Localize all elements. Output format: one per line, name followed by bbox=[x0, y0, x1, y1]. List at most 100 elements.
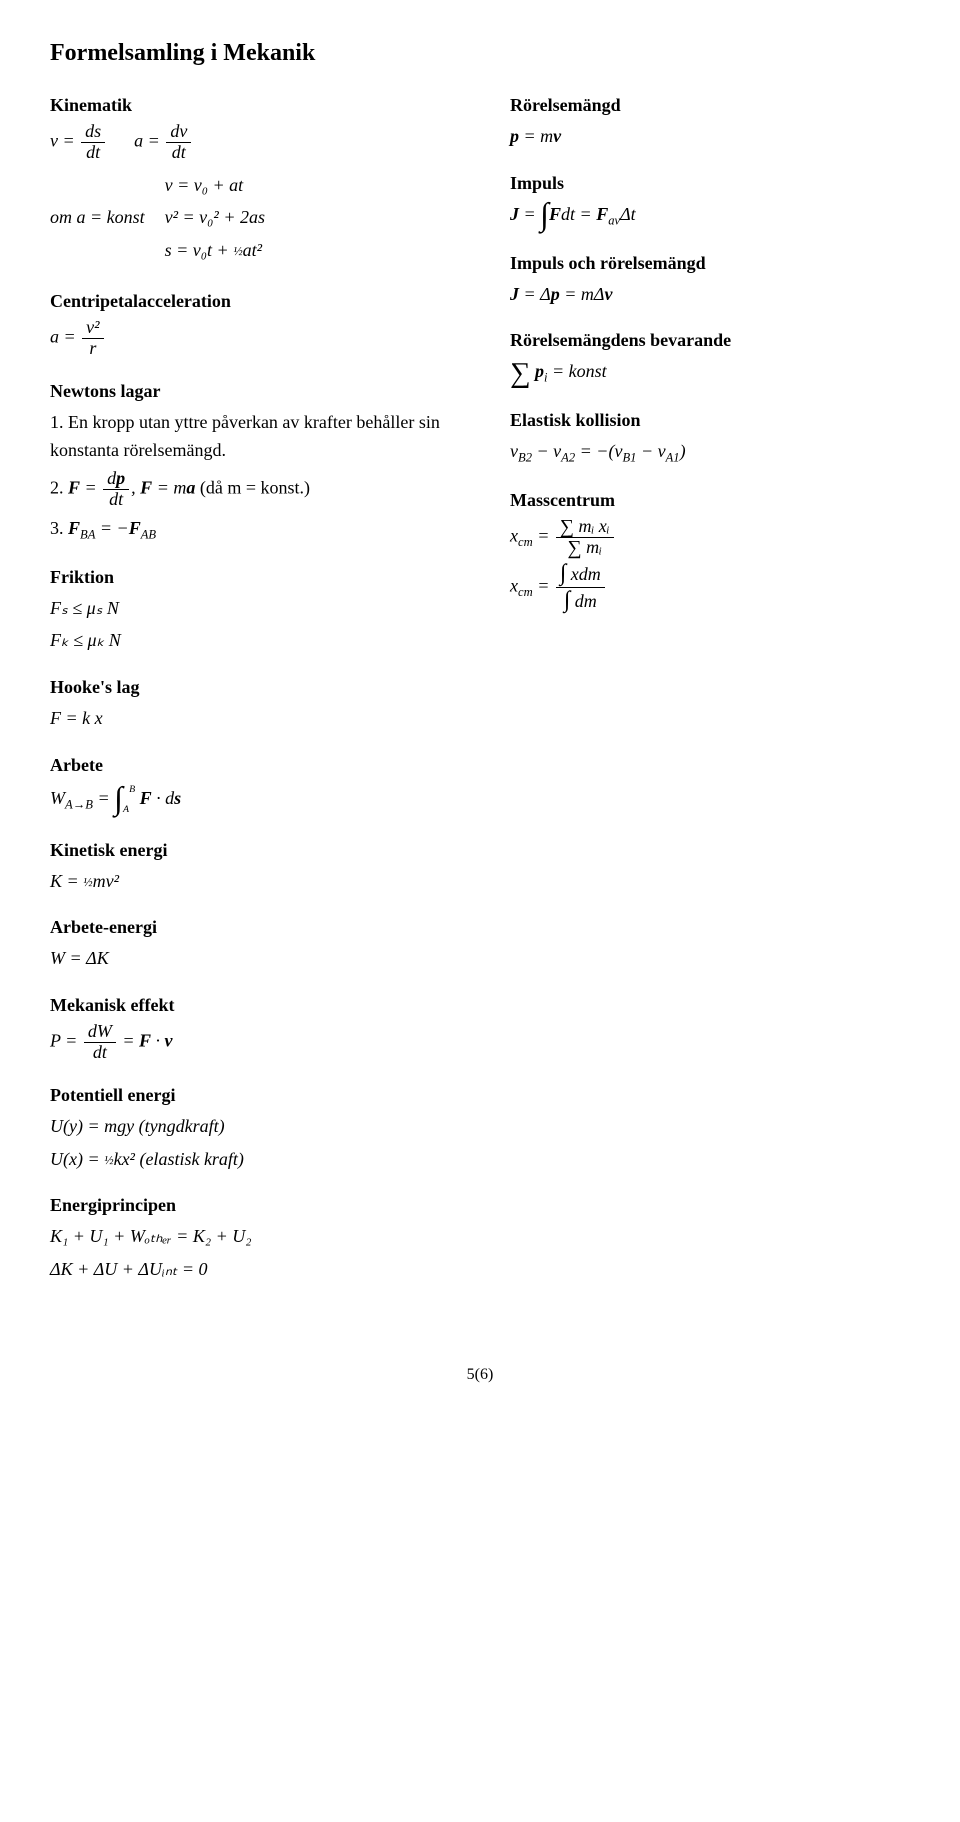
v2-r-frac: v²r bbox=[82, 318, 103, 359]
bev-konst: = konst bbox=[548, 361, 607, 381]
mc-eq2: xcm = ∫ xdm ∫ dm bbox=[510, 561, 910, 613]
K-half: ½ bbox=[83, 874, 92, 888]
hooke-head: Hooke's lag bbox=[50, 677, 450, 698]
law2-ma: = m bbox=[152, 478, 186, 498]
limB: B bbox=[129, 784, 135, 795]
newton-law2: 2. F = ddppdt, F = ma (då m = konst.) bbox=[50, 469, 450, 510]
ds-dt-frac: dsdt bbox=[81, 122, 105, 163]
ir-v: v bbox=[604, 284, 612, 304]
v-eq: v = bbox=[50, 130, 75, 150]
rm-eq: p = mv bbox=[510, 122, 910, 151]
bev-p: p bbox=[535, 361, 544, 381]
ep-eq2: ΔK + ΔU + ΔUᵢₙₜ = 0 bbox=[50, 1255, 450, 1284]
law3-BA: BA bbox=[80, 527, 95, 541]
dW-dt-frac: dWdt bbox=[84, 1022, 116, 1063]
section-effekt: Mekanisk effekt P = dWdt = F · v bbox=[50, 995, 450, 1063]
int-icon: ∫ bbox=[540, 203, 549, 229]
section-newton: Newtons lagar 1. En kropp utan yttre påv… bbox=[50, 381, 450, 545]
section-potentiell: Potentiell energi U(y) = mgy (tyngdkraft… bbox=[50, 1085, 450, 1174]
dv: dv bbox=[166, 122, 191, 143]
law3-FAB: F bbox=[129, 518, 141, 538]
friktion-eq2: Fₖ ≤ μₖ N bbox=[50, 626, 450, 655]
ir-p: p bbox=[551, 284, 560, 304]
friktion-eq1: Fₛ ≤ μₛ N bbox=[50, 594, 450, 623]
cm1: cm bbox=[518, 535, 533, 549]
el-head: Elastisk kollision bbox=[510, 410, 910, 431]
mc-den1: mᵢ bbox=[586, 537, 602, 557]
eff-eq2: = bbox=[122, 1031, 139, 1051]
mc-num1: mᵢ xᵢ bbox=[578, 516, 609, 536]
impuls-dt: dt = bbox=[561, 204, 596, 224]
newton-law1: 1. En kropp utan yttre påverkan av kraft… bbox=[50, 408, 450, 466]
int-icon3: ∫ bbox=[564, 587, 570, 613]
dp-dt-frac: ddppdt bbox=[103, 469, 129, 510]
xcm2: x bbox=[510, 576, 518, 596]
centripetal-head: Centripetalacceleration bbox=[50, 291, 450, 312]
section-arbete-energi: Arbete-energi W = ΔK bbox=[50, 917, 450, 973]
ds: ds bbox=[81, 122, 105, 143]
ir-eq2: = mΔ bbox=[560, 284, 605, 304]
impuls-Fav: F bbox=[596, 204, 608, 224]
dt1: dt bbox=[81, 143, 105, 163]
rm-v: v bbox=[553, 126, 561, 146]
ep-eq1: K₁ + U₁ + Wₒₜₕₑᵣ = K₂ + U₂ bbox=[50, 1222, 450, 1251]
pot2-mid: kx² (elastisk kraft) bbox=[114, 1149, 244, 1169]
xcm1: x bbox=[510, 525, 518, 545]
kinetisk-eq: K = ½mv² bbox=[50, 867, 450, 896]
two-column-layout: Kinematik v = dsdt a = dvdt om a = konst… bbox=[50, 95, 910, 1306]
law2-F: F bbox=[68, 478, 80, 498]
eq3-half: ½ bbox=[233, 244, 242, 258]
pot-eq1: U(y) = mgy (tyngdkraft) bbox=[50, 1112, 450, 1141]
mc-head: Masscentrum bbox=[510, 490, 910, 511]
W: W bbox=[50, 788, 65, 808]
bev-eq: ∑ pi = konst bbox=[510, 357, 910, 388]
impuls-Dt: Δt bbox=[620, 204, 636, 224]
dt3: dt bbox=[103, 490, 129, 510]
mc-equals1: = bbox=[533, 525, 554, 545]
arbete-eq: WA→B = ∫AB F · ds bbox=[50, 782, 450, 818]
rm-mid: = m bbox=[519, 126, 553, 146]
law2-eq: = bbox=[80, 478, 101, 498]
el-eq: vB2 − vA2 = −(vB1 − vA1) bbox=[510, 437, 910, 468]
konst-label: om a = konst bbox=[50, 203, 145, 232]
section-kinetisk: Kinetisk energi K = ½mv² bbox=[50, 840, 450, 896]
law2-comma: , bbox=[131, 478, 140, 498]
centripetal-lhs: a = bbox=[50, 326, 76, 346]
law3-eq: = − bbox=[95, 518, 128, 538]
ep-head: Energiprincipen bbox=[50, 1195, 450, 1216]
mc-num2: xdm bbox=[571, 564, 601, 584]
arbete-F: F bbox=[140, 788, 152, 808]
limA: A bbox=[123, 804, 129, 815]
cm2: cm bbox=[518, 585, 533, 599]
impuls-eq1: = bbox=[519, 204, 540, 224]
left-column: Kinematik v = dsdt a = dvdt om a = konst… bbox=[50, 95, 450, 1306]
AtoB: A→B bbox=[65, 797, 93, 811]
rm-head: Rörelsemängd bbox=[510, 95, 910, 116]
impuls-F: F bbox=[549, 204, 561, 224]
a-eq: a = bbox=[134, 130, 160, 150]
effekt-eq: P = dWdt = F · v bbox=[50, 1022, 450, 1063]
kinematik-head: Kinematik bbox=[50, 95, 450, 116]
mc-den2: dm bbox=[575, 591, 597, 611]
eff-dot: · bbox=[151, 1031, 165, 1051]
kin-eq2: v² = v₀² + 2as bbox=[165, 203, 265, 232]
dt4: dt bbox=[84, 1043, 116, 1063]
friktion-head: Friktion bbox=[50, 567, 450, 588]
effekt-head: Mekanisk effekt bbox=[50, 995, 450, 1016]
section-kinematik: Kinematik v = dsdt a = dv dt om a = konst… bbox=[50, 95, 450, 269]
mc-frac2: ∫ xdm ∫ dm bbox=[556, 561, 605, 613]
section-rorelsemangd: Rörelsemängd p = mv bbox=[510, 95, 910, 151]
ae-eq: W = ΔK bbox=[50, 944, 450, 973]
arbete-head: Arbete bbox=[50, 755, 450, 776]
pot-head: Potentiell energi bbox=[50, 1085, 450, 1106]
ir-J: J bbox=[510, 284, 519, 304]
section-impuls-rorelse: Impuls och rörelsemängd J = Δp = mΔv bbox=[510, 253, 910, 309]
eff-v: v bbox=[165, 1031, 173, 1051]
impuls-J: J bbox=[510, 204, 519, 224]
section-hooke: Hooke's lag F = k x bbox=[50, 677, 450, 733]
law3-pre: 3. bbox=[50, 518, 68, 538]
arbete-dot: · d bbox=[152, 788, 175, 808]
v2: v² bbox=[82, 318, 103, 339]
section-elastisk: Elastisk kollision vB2 − vA2 = −(vB1 − v… bbox=[510, 410, 910, 468]
bev-head: Rörelsemängdens bevarande bbox=[510, 330, 910, 351]
